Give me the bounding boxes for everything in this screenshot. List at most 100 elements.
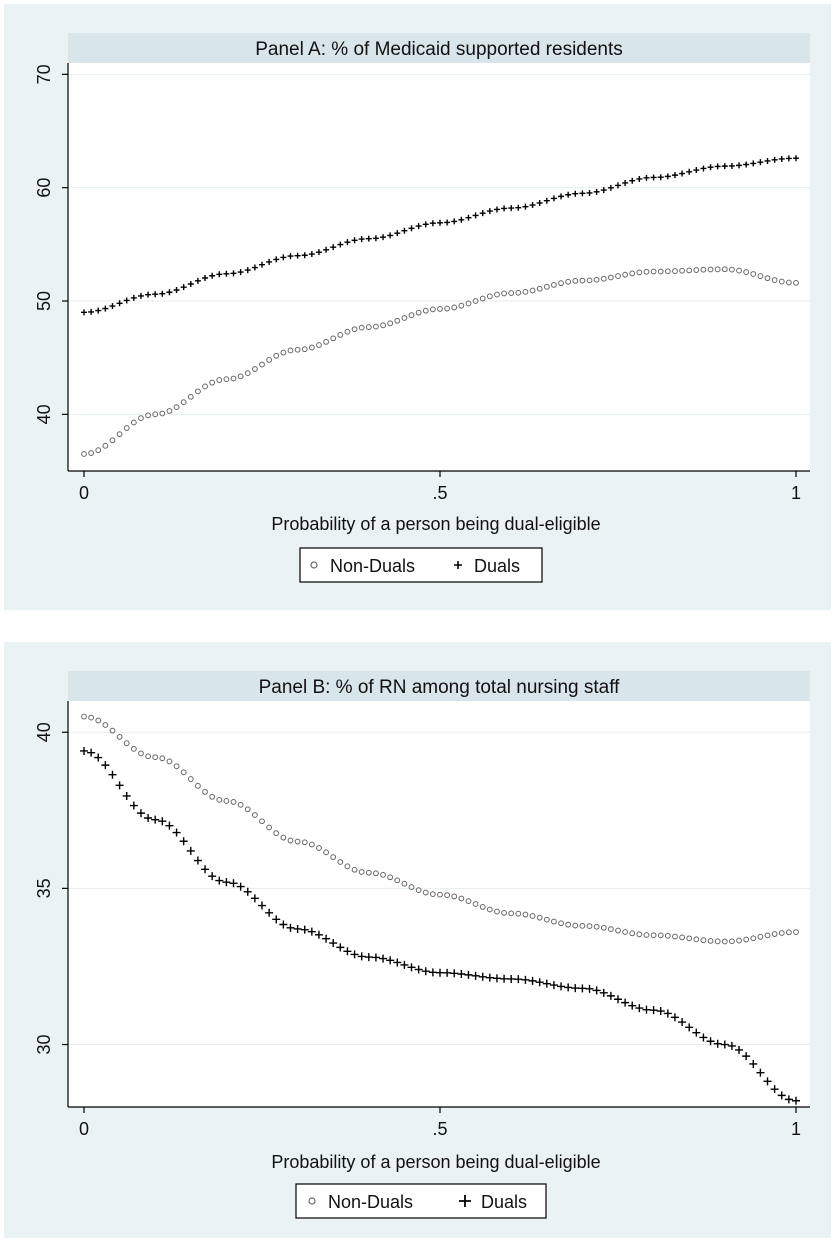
panel-b-duals-point [471, 971, 480, 980]
panel-a-title: Panel A: % of Medicaid supported residen… [255, 39, 623, 60]
panel-a-duals-point [244, 267, 251, 274]
panel-a-duals-point [657, 174, 664, 181]
panel-a-duals-point [209, 272, 216, 279]
panel-a-nonduals-point [486, 293, 493, 300]
panel-b-title-band [68, 671, 810, 701]
panel-b-nonduals-point [408, 884, 415, 890]
panel-b-nonduals-point [764, 932, 771, 939]
panel-b-nonduals-point [479, 903, 486, 910]
panel-a-nonduals-point [600, 275, 607, 282]
panel-b-duals-point [343, 947, 352, 956]
panel-b-grid [68, 731, 810, 1046]
panel-a-nonduals-point [736, 267, 742, 274]
panel-b-duals-point [393, 958, 402, 967]
panel-a-duals-point [636, 175, 643, 182]
panel-b-duals-point [436, 968, 444, 977]
panel-a-duals-point [194, 277, 201, 284]
panel-a-nonduals-point [401, 315, 408, 321]
panel-a-nonduals-point [237, 373, 244, 380]
panel-b-nonduals-point [714, 938, 721, 945]
panel-a-nonduals-point [244, 370, 251, 377]
panel-a-nonduals-point [365, 324, 372, 330]
panel-b-duals-point [485, 973, 494, 982]
panel-a-duals-point [536, 199, 543, 206]
panel-b-duals-point [549, 981, 558, 990]
panel-a-nonduals-point [458, 302, 465, 309]
panel-a-duals-point [372, 235, 379, 242]
panel-b-nonduals-point [458, 895, 465, 902]
panel-b-nonduals-point [551, 918, 557, 925]
panel-b-duals-point [606, 991, 615, 1000]
panel-a-x-tick-label: 1 [791, 483, 801, 503]
panel-a-duals-point [593, 188, 600, 195]
panel-b-duals-point [635, 1004, 644, 1013]
panel-a-duals-point [180, 284, 187, 291]
panel-b-nonduals-point [123, 740, 130, 747]
panel-b-nonduals-point [643, 932, 650, 938]
panel-a-duals-point [88, 308, 95, 315]
panel-a: Panel A: % of Medicaid supported residen… [4, 4, 831, 610]
panel-b-duals-point [699, 1033, 708, 1042]
panel-b-duals-point [129, 801, 138, 810]
panel-a-nonduals-point [294, 346, 301, 353]
panel-b-nonduals-point [607, 926, 614, 932]
panel-b-duals-point [193, 856, 202, 865]
panel-a-duals-point [81, 309, 87, 316]
panel-a-duals-point [145, 291, 152, 298]
panel-b-duals-point [293, 924, 302, 933]
panel-b-duals-point [642, 1005, 651, 1014]
panel-b-duals-point [514, 975, 523, 984]
panel-a-nonduals-point [216, 377, 223, 383]
panel-a-duals-point [736, 162, 743, 169]
panel-b-nonduals-point [216, 796, 223, 803]
panel-b-duals-point [792, 1096, 800, 1105]
panel-b-duals-point [521, 975, 530, 984]
panel-b-nonduals-point [543, 916, 550, 923]
panel-a-nonduals-point [472, 298, 479, 304]
panel-b-duals-point [649, 1006, 658, 1015]
panel-a-y-tick-label: 60 [34, 178, 54, 198]
panel-a-duals-point [750, 160, 757, 167]
panel-a-duals-point [429, 220, 436, 227]
panel-b-x-tick-label: 0 [79, 1119, 89, 1139]
panel-b-duals-point [101, 761, 110, 770]
panel-a-nonduals-point [394, 317, 401, 324]
panel-a-nonduals-point [515, 289, 522, 296]
panel-a-duals-point [693, 167, 700, 174]
panel-a-duals-point [387, 232, 394, 239]
panel-b-nonduals-point [152, 754, 159, 761]
panel-a-grid [68, 73, 810, 415]
panel-a-duals-point [643, 174, 650, 181]
panel-b-nonduals-point [330, 854, 337, 861]
panel-a-plot-area [68, 63, 810, 471]
panel-b-nonduals-point [81, 713, 87, 720]
panel-a-x-tick-label: .5 [432, 483, 447, 503]
panel-b-duals-point [350, 950, 359, 959]
panel-b-duals-point [322, 934, 331, 943]
panel-a-nonduals-point [672, 268, 678, 274]
panel-a-nonduals-point [714, 266, 721, 273]
panel-b-duals-point [151, 815, 160, 824]
panel-b-duals-point [371, 953, 380, 962]
panel-b-duals-point [158, 817, 167, 826]
panel-b-nonduals-point [287, 837, 294, 844]
panel-b-duals-point [592, 986, 601, 995]
panel-b-duals-point [727, 1041, 736, 1050]
panel-b-nonduals-point [757, 933, 764, 940]
panel-b-duals-point [222, 878, 231, 887]
panel-a-nonduals-point [166, 408, 173, 414]
panel-a-duals-point [422, 221, 429, 228]
panel-a-nonduals-point [579, 277, 586, 284]
panel-b-nonduals-point [109, 727, 116, 734]
panel-b-nonduals-point [629, 930, 636, 937]
panel-a-duals-point [508, 205, 515, 212]
panel-b-nonduals-point [750, 935, 757, 942]
panel-a-duals-point [707, 164, 714, 171]
panel-b-duals-point [706, 1037, 715, 1046]
panel-b-duals-point [621, 998, 630, 1007]
panel-b-nonduals-point [622, 929, 629, 935]
panel-b-duals-point [87, 748, 96, 757]
panel-a-nonduals-point [195, 388, 201, 395]
panel-a-duals-point [273, 256, 280, 263]
